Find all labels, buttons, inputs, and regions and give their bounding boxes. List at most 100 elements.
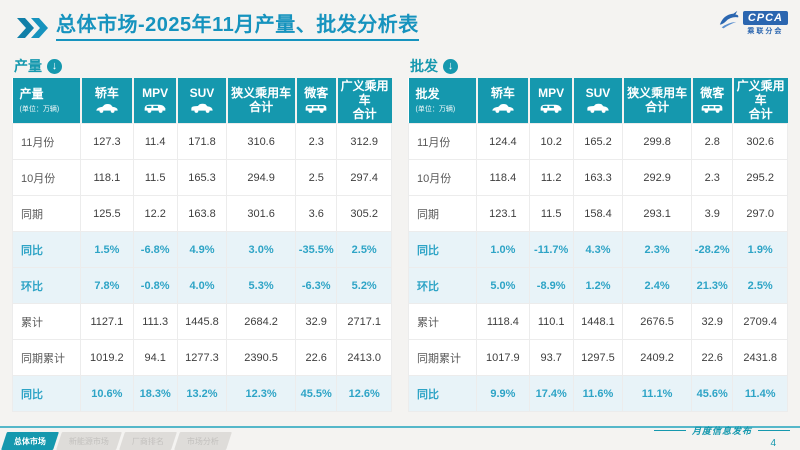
data-cell: 1118.4 [476,303,530,341]
row-label: 累计 [11,303,82,341]
data-cell: 2.5% [336,231,392,269]
data-cell: 302.6 [732,123,788,161]
data-cell: 118.4 [476,159,530,197]
data-cell: 297.0 [732,195,788,233]
page-title-main: 总体市场 [56,14,138,36]
data-cell: 18.3% [132,375,178,413]
data-cell: 2.3 [691,159,734,197]
column-header-sedan: 轿车 [79,78,134,124]
data-cell: 1277.3 [176,339,228,377]
data-cell: 3.6 [295,195,338,233]
data-cell: -11.7% [528,231,574,269]
production-table: 产量 (单位：万辆) 轿车 MPV SUV 狭义乘用车 合计 微客 广义乘用车 合计 11月份 127… [11,78,392,413]
suv-icon [574,102,621,114]
data-cell: 94.1 [132,339,178,377]
data-cell: 4.0% [176,267,228,305]
cpca-swoosh-icon [718,10,740,37]
data-cell: 21.3% [691,267,734,305]
data-cell: 2.3% [622,231,693,269]
data-cell: 13.2% [176,375,228,413]
double-chevron-icon [16,17,50,39]
table-row: 同比 1.5% -6.8% 4.9% 3.0% -35.5% 2.5% [11,231,392,269]
row-label: 同期累计 [11,339,82,377]
data-cell: 12.6% [336,375,392,413]
data-cell: 118.1 [80,159,134,197]
slide-nav-tabs: 总体市场 新能源市场 厂商排名 市场分析 [1,432,232,450]
nav-tab-市场分析[interactable]: 市场分析 [174,432,232,450]
cpca-logo-text: CPCA [742,11,788,25]
column-header-mpv: MPV [132,78,178,124]
wholesale-panel: 批发 ↓ 批发 (单位：万辆) 轿车 MPV SUV 狭义乘用车 合计 微客 广义乘用车 合计 11… [407,54,788,413]
table-row: 同比 10.6% 18.3% 13.2% 12.3% 45.5% 12.6% [11,375,392,413]
column-header-total: 狭义乘用车 合计 [621,78,692,124]
nav-tab-厂商排名[interactable]: 厂商排名 [119,432,177,450]
footer-divider [0,426,800,428]
table-header-row: 产量 (单位：万辆) 轿车 MPV SUV 狭义乘用车 合计 微客 广义乘用车 合计 [12,78,392,124]
row-label: 同比 [407,231,478,269]
data-cell: 3.0% [226,231,297,269]
row-label: 同期累计 [407,339,478,377]
data-cell: 22.6 [295,339,338,377]
row-label: 10月份 [407,159,478,197]
row-label: 同期 [11,195,82,233]
table-row: 环比 7.8% -0.8% 4.0% 5.3% -6.3% 5.2% [11,267,392,305]
data-cell: 4.3% [572,231,624,269]
sedan-icon [478,102,528,114]
data-cell: 17.4% [528,375,574,413]
corner-header-label: 批发 [415,86,440,101]
table-row: 同期 123.1 11.5 158.4 293.1 3.9 297.0 [407,195,788,233]
data-cell: 110.1 [528,303,574,341]
table-row: 11月份 127.3 11.4 171.8 310.6 2.3 312.9 [11,123,392,161]
data-cell: 12.2 [132,195,178,233]
corner-header-label: 产量 [19,86,44,101]
data-cell: 12.3% [226,375,297,413]
production-panel: 产量 ↓ 产量 (单位：万辆) 轿车 MPV SUV 狭义乘用车 合计 微客 广义乘用车 合计 11… [11,54,392,413]
data-cell: 2717.1 [336,303,392,341]
row-label: 11月份 [11,123,82,161]
page-title-rest: -2025年11月产量、批发分析表 [138,14,419,36]
data-cell: 11.4 [132,123,178,161]
data-cell: -6.3% [295,267,338,305]
row-label: 累计 [407,303,478,341]
nav-tab-label: 总体市场 [14,436,46,446]
data-cell: 45.5% [295,375,338,413]
data-cell: 2390.5 [226,339,297,377]
data-cell: 5.0% [476,267,530,305]
data-cell: 1019.2 [80,339,134,377]
microvan-icon [693,102,732,114]
data-cell: 9.9% [476,375,530,413]
data-cell: -35.5% [295,231,338,269]
suv-icon [178,102,225,114]
data-cell: 297.4 [336,159,392,197]
corner-header-cell: 产量 (单位：万辆) [12,78,81,124]
data-cell: -0.8% [132,267,178,305]
nav-tab-总体市场[interactable]: 总体市场 [1,432,59,450]
data-cell: 292.9 [622,159,693,197]
data-cell: 11.5 [528,195,574,233]
data-cell: 301.6 [226,195,297,233]
table-row: 同期累计 1017.9 93.7 1297.5 2409.2 22.6 2431.8 [407,339,788,377]
data-cell: 123.1 [476,195,530,233]
data-cell: 2.3 [295,123,338,161]
row-label: 环比 [11,267,82,305]
mpv-icon [530,102,572,114]
table-row: 环比 5.0% -8.9% 1.2% 2.4% 21.3% 2.5% [407,267,788,305]
caption-line-right [758,430,790,431]
down-arrow-circle-icon: ↓ [47,58,62,74]
data-cell: 165.3 [176,159,228,197]
caption-line-left [653,430,686,431]
data-cell: 312.9 [336,123,392,161]
data-cell: 32.9 [691,303,734,341]
nav-tab-新能源市场[interactable]: 新能源市场 [56,432,122,450]
data-cell: -8.9% [528,267,574,305]
wholesale-section-title: 批发 [410,58,438,74]
data-cell: 158.4 [572,195,624,233]
footer-caption: 月度信息发布 [691,426,752,436]
page-number: 4 [770,438,776,449]
table-row: 同比 1.0% -11.7% 4.3% 2.3% -28.2% 1.9% [407,231,788,269]
column-header-suv: SUV [572,78,623,124]
data-cell: 294.9 [226,159,297,197]
row-label: 11月份 [407,123,478,161]
data-cell: 163.8 [176,195,228,233]
data-cell: 2413.0 [336,339,392,377]
